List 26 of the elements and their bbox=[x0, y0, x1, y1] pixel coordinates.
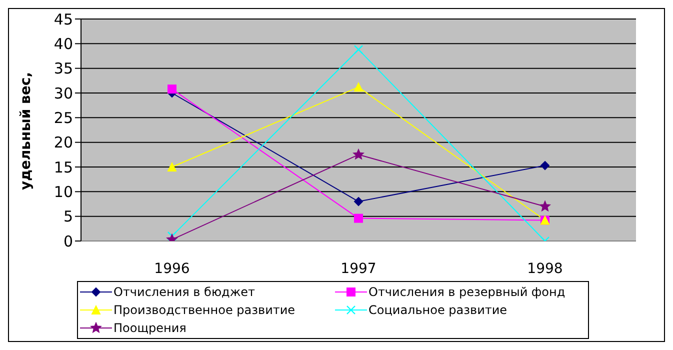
point bbox=[353, 149, 364, 160]
point bbox=[168, 84, 176, 94]
x-tick-label: 1998 bbox=[527, 260, 563, 277]
y-tick-label: 45 bbox=[54, 10, 73, 28]
y-tick-label: 10 bbox=[54, 182, 73, 201]
y-tick-label: 0 bbox=[63, 232, 73, 250]
legend-label: Отчисления в бюджет bbox=[114, 285, 256, 299]
y-tick-label: 40 bbox=[54, 34, 73, 53]
y-tick-label: 20 bbox=[54, 134, 73, 152]
legend-label: Производственное развитие bbox=[114, 303, 296, 317]
y-tick-label: 35 bbox=[54, 60, 73, 78]
point bbox=[354, 197, 363, 206]
point bbox=[540, 161, 550, 170]
y-tick-label: 5 bbox=[63, 208, 73, 226]
point bbox=[540, 200, 550, 212]
legend-label: Поощрения bbox=[114, 321, 186, 335]
y-axis-title: удельный вес, bbox=[18, 72, 34, 190]
point bbox=[354, 44, 364, 54]
y-tick-label: 30 bbox=[54, 84, 73, 102]
point bbox=[354, 214, 363, 223]
y-tick-label: 15 bbox=[54, 158, 73, 176]
x-tick-label: 1996 bbox=[154, 260, 190, 277]
legend-label: Отчисления в резервный фонд bbox=[368, 285, 566, 299]
x-tick-label: 1997 bbox=[340, 260, 376, 277]
y-tick-label: 25 bbox=[54, 108, 73, 127]
legend-label: Социальное развитие bbox=[368, 303, 508, 317]
